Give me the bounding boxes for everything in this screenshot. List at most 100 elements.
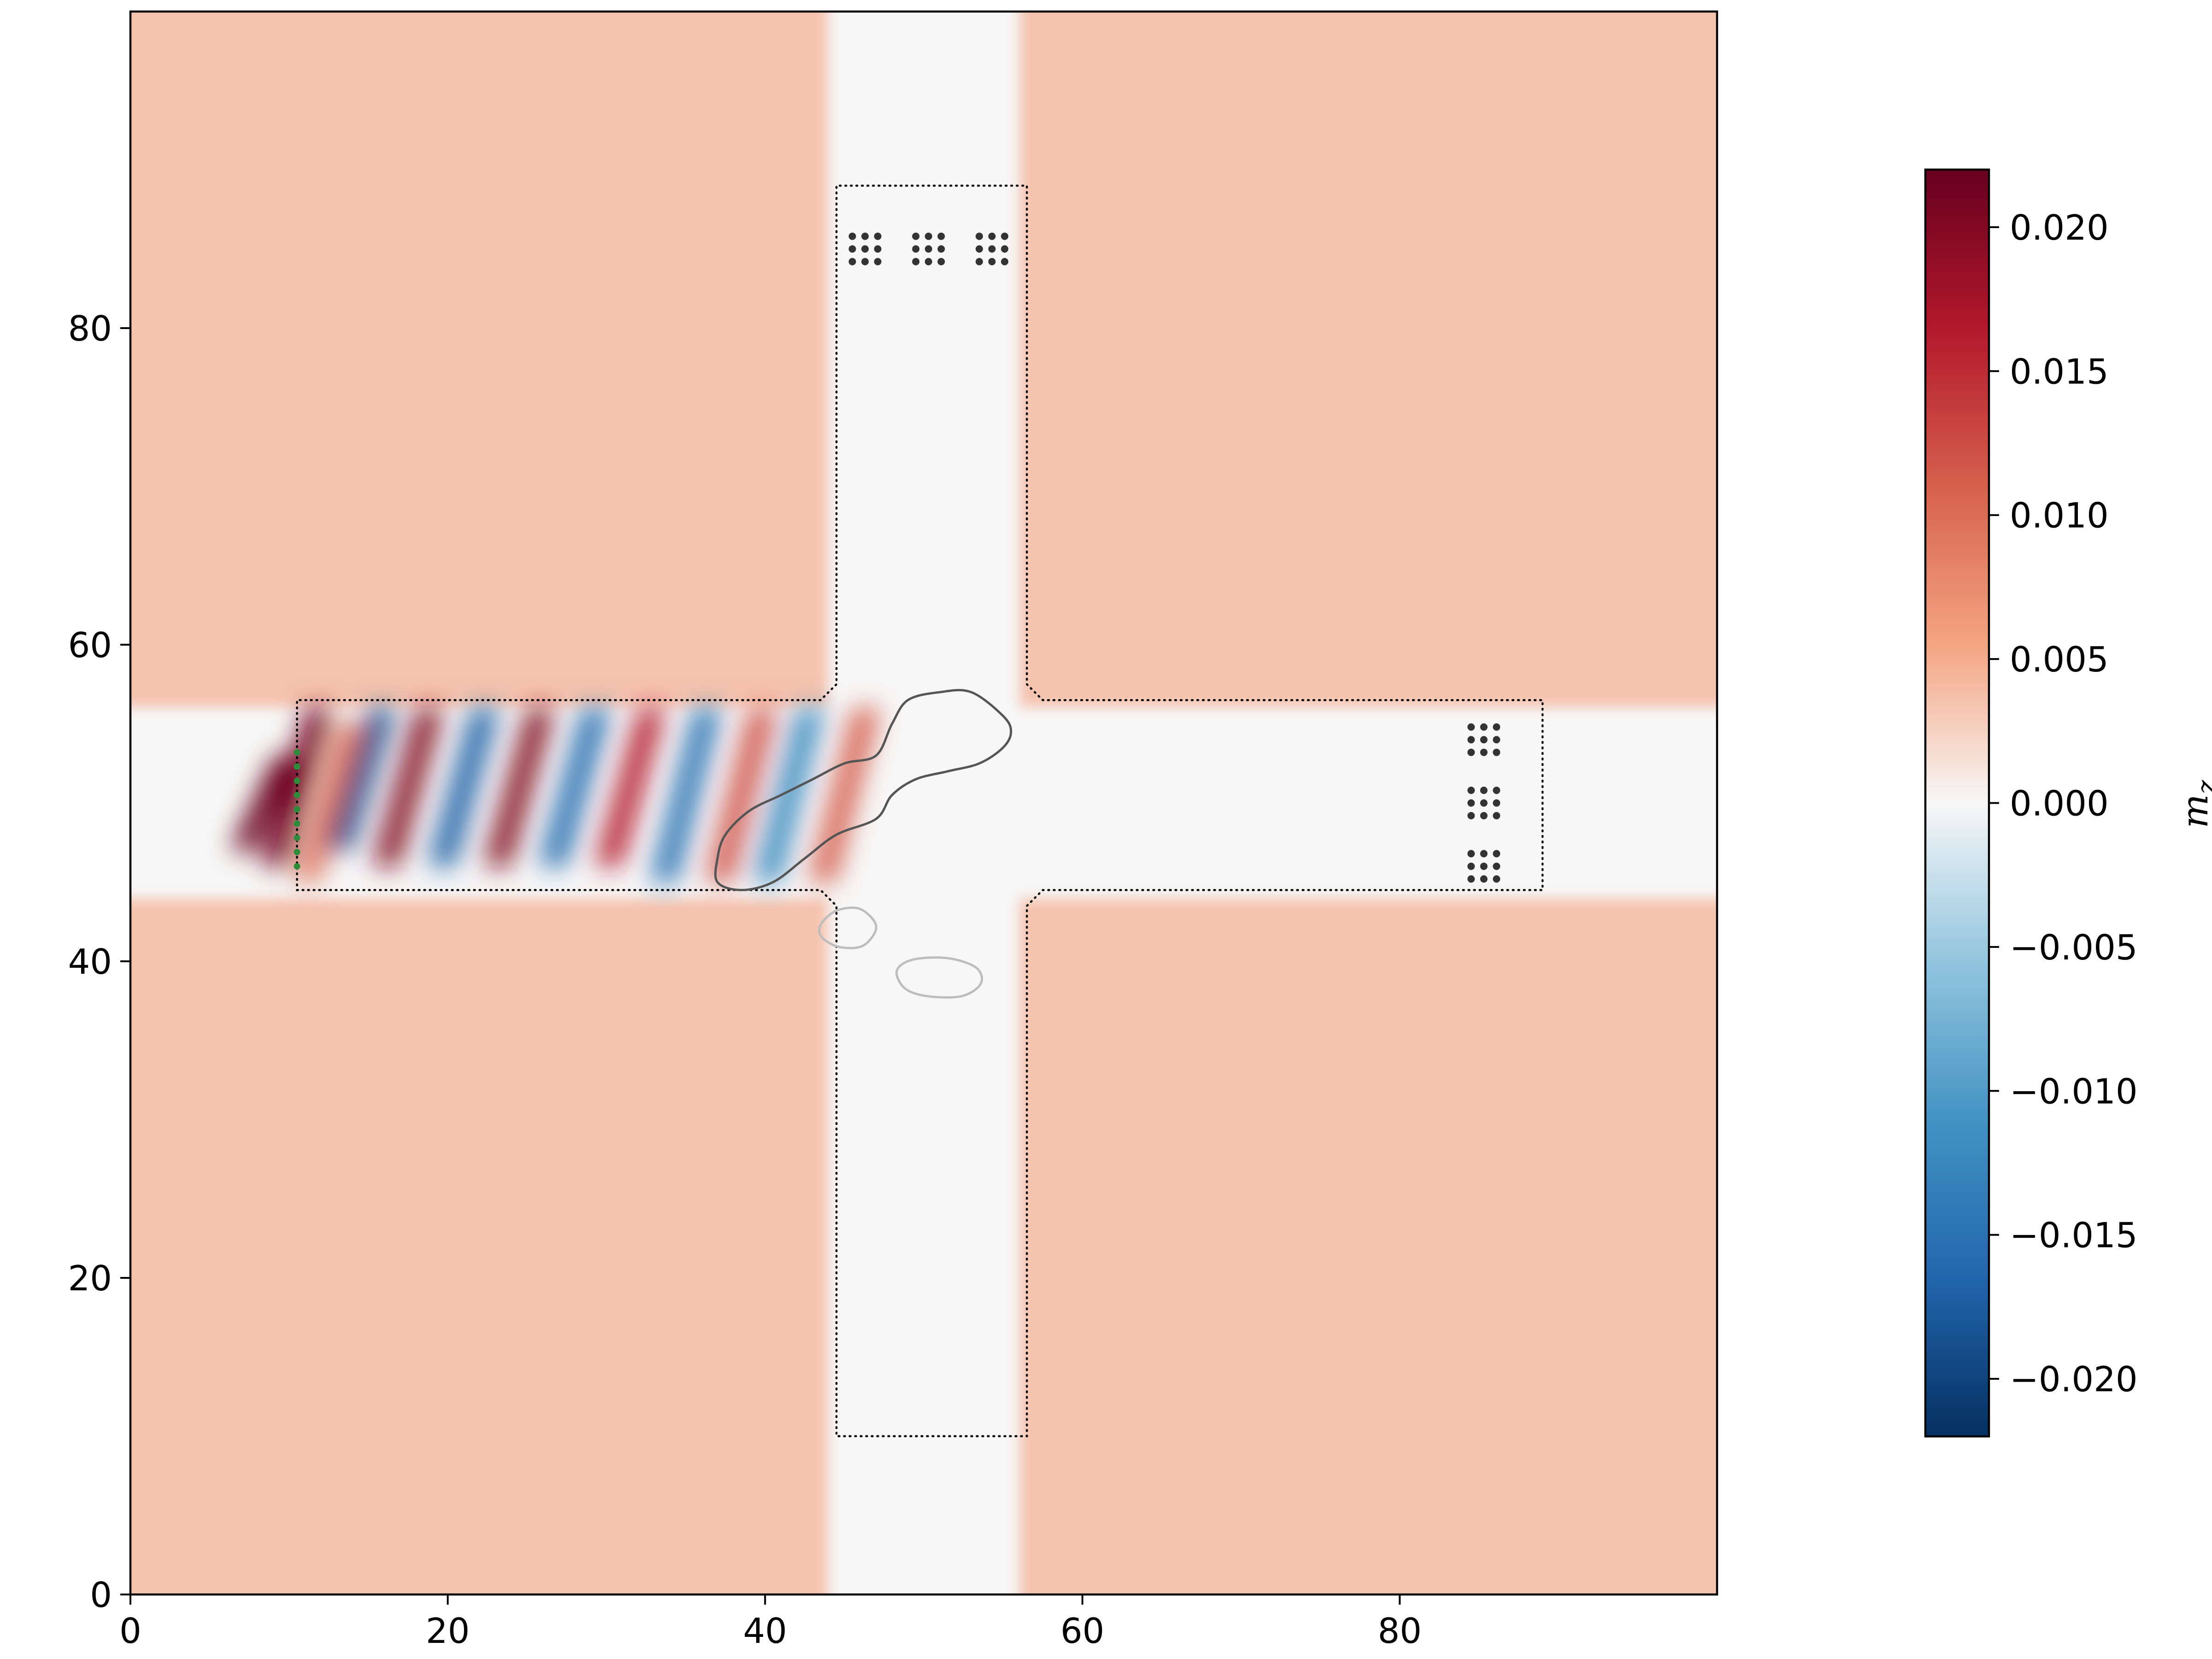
wave-band xyxy=(540,708,610,866)
detector-dot xyxy=(1493,748,1500,756)
detector-dot xyxy=(937,258,945,265)
structure-contour xyxy=(714,689,1012,891)
detector-dot xyxy=(976,232,983,240)
wave-band xyxy=(754,708,824,882)
wave-band xyxy=(325,708,395,851)
colorbar-tick-label: −0.020 xyxy=(2010,1359,2138,1400)
detector-dot xyxy=(1493,862,1500,870)
colorbar-tick-label: 0.005 xyxy=(2010,639,2109,680)
detector-dot xyxy=(848,258,856,265)
wave-band xyxy=(230,755,300,851)
source-dot xyxy=(294,806,300,813)
y-tick-label: 80 xyxy=(68,308,112,349)
detector-dot xyxy=(1493,799,1500,807)
colorbar-tick-label: −0.005 xyxy=(2010,927,2138,968)
source-dot xyxy=(294,763,300,770)
x-tick-label: 20 xyxy=(426,1611,470,1651)
colorbar-gradient xyxy=(1924,168,1990,1438)
structure-contours xyxy=(714,689,1012,999)
detector-dot xyxy=(861,245,869,253)
detector-dot xyxy=(1467,850,1475,858)
detector-dot xyxy=(1480,862,1488,870)
detector-dot xyxy=(976,258,983,265)
detector-dot xyxy=(874,232,882,240)
detector-dot xyxy=(848,232,856,240)
y-axis: 0 20 40 60 80 xyxy=(68,308,130,1615)
detector-dot xyxy=(1493,875,1500,883)
detector-dot xyxy=(924,258,932,265)
colorbar-tick-label: 0.020 xyxy=(2010,207,2109,248)
detector-dot xyxy=(912,258,920,265)
design-region-path xyxy=(296,184,1544,1437)
waveguide-vertical xyxy=(828,12,1019,1594)
detector-dot xyxy=(1480,723,1488,731)
colorbar-tick-label: 0.000 xyxy=(2010,783,2109,824)
source-dot xyxy=(294,863,300,870)
detector-dot xyxy=(1480,787,1488,794)
detector-dot xyxy=(988,232,996,240)
detector-dot xyxy=(1467,723,1475,731)
detector-dot xyxy=(924,245,932,253)
detector-dot xyxy=(912,232,920,240)
x-axis: 0 20 40 60 80 xyxy=(119,1594,1422,1651)
detector-dot xyxy=(1467,799,1475,807)
design-region-outline xyxy=(296,184,1544,1437)
detector-dot xyxy=(848,245,856,253)
detector-dot xyxy=(1480,875,1488,883)
detector-dot xyxy=(874,258,882,265)
y-tick-label: 0 xyxy=(90,1575,112,1615)
x-tick-label: 0 xyxy=(119,1611,141,1651)
colorbar: 0.020 0.015 0.010 0.005 0.000 −0.005 −0.010 −0.… xyxy=(1924,168,2212,1438)
wave-field xyxy=(230,708,880,882)
wave-band xyxy=(262,708,332,866)
colorbar-tick-label: −0.010 xyxy=(2010,1071,2138,1112)
source-dot xyxy=(294,820,300,827)
colorbar-tick-label: 0.010 xyxy=(2010,495,2109,536)
x-tick-label: 80 xyxy=(1378,1611,1422,1651)
detector-dot xyxy=(1467,875,1475,883)
detector-dot xyxy=(1001,232,1009,240)
x-tick-label: 60 xyxy=(1060,1611,1104,1651)
structure-contour xyxy=(818,906,877,949)
x-tick-label: 40 xyxy=(743,1611,787,1651)
source-dot xyxy=(294,777,300,784)
detector-dot xyxy=(1001,245,1009,253)
detector-dot xyxy=(976,245,983,253)
heatmap-plot-area xyxy=(130,12,1717,1594)
detector-dot xyxy=(1493,736,1500,744)
colorbar-tick-label: −0.015 xyxy=(2010,1215,2138,1256)
colorbar-label: mz xyxy=(2175,780,2212,828)
detector-points xyxy=(848,232,1500,883)
detector-dot xyxy=(1480,850,1488,858)
detector-dot xyxy=(988,245,996,253)
detector-dot xyxy=(1480,799,1488,807)
detector-dot xyxy=(1467,736,1475,744)
detector-dot xyxy=(861,258,869,265)
wave-band xyxy=(595,708,665,866)
detector-dot xyxy=(1467,787,1475,794)
detector-dot xyxy=(1493,812,1500,819)
y-tick-label: 20 xyxy=(68,1258,112,1299)
detector-dot xyxy=(874,245,882,253)
detector-dot xyxy=(1493,787,1500,794)
colorbar-tick-label: 0.015 xyxy=(2010,351,2109,392)
y-tick-label: 60 xyxy=(68,625,112,665)
detector-dot xyxy=(1480,736,1488,744)
wave-band xyxy=(373,708,443,866)
source-line xyxy=(294,749,300,870)
detector-dot xyxy=(924,232,932,240)
structure-contour xyxy=(895,956,983,999)
detector-dot xyxy=(937,232,945,240)
detector-dot xyxy=(1493,850,1500,858)
y-tick-label: 40 xyxy=(68,941,112,982)
plot-frame xyxy=(129,10,1718,1596)
source-dot xyxy=(294,848,300,855)
wave-band xyxy=(809,708,880,882)
wave-band xyxy=(484,708,554,866)
detector-dot xyxy=(1480,748,1488,756)
detector-dot xyxy=(912,245,920,253)
detector-dot xyxy=(1467,748,1475,756)
colorbar-label-subscript: z xyxy=(2191,780,2212,794)
detector-dot xyxy=(1001,258,1009,265)
